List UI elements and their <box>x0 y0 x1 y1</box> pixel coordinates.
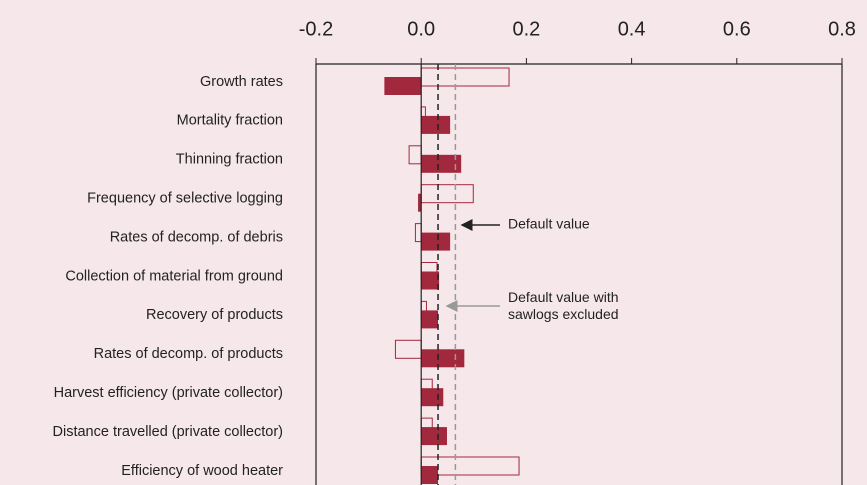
category-label: Frequency of selective logging <box>87 191 283 207</box>
bar <box>421 427 447 446</box>
bar <box>421 154 462 173</box>
bar-outline <box>420 67 510 87</box>
bar <box>421 310 439 329</box>
x-tick-label: 0.8 <box>828 18 856 40</box>
bar <box>421 232 451 251</box>
category-label: Thinning fraction <box>176 152 283 168</box>
annotation-label: Default value <box>508 216 590 232</box>
x-tick-label: -0.2 <box>299 18 333 40</box>
bar <box>421 466 439 484</box>
bar-outline <box>408 145 422 165</box>
category-label: Rates of decomp. of debris <box>110 229 283 245</box>
category-label: Harvest efficiency (private collector) <box>54 385 283 401</box>
bar <box>421 271 440 290</box>
bar <box>421 388 444 407</box>
x-tick-label: 0.4 <box>618 18 646 40</box>
annotation-label: Default value with <box>508 289 619 305</box>
bar <box>384 77 422 95</box>
x-tick-label: 0.2 <box>512 18 540 40</box>
bar <box>421 349 465 368</box>
category-label: Distance travelled (private collector) <box>53 424 283 440</box>
category-label: Growth rates <box>200 74 283 90</box>
category-label: Mortality fraction <box>177 113 283 129</box>
bar-outline <box>414 223 422 243</box>
bar-outline <box>420 184 474 204</box>
category-label: Collection of material from ground <box>65 268 283 284</box>
category-label: Recovery of products <box>146 307 283 323</box>
category-label: Efficiency of wood heater <box>121 463 283 479</box>
bar <box>421 115 451 134</box>
annotation-label: sawlogs excluded <box>508 306 619 322</box>
bar-outline <box>394 339 422 359</box>
x-tick-label: 0.6 <box>723 18 751 40</box>
bar <box>418 193 422 212</box>
x-tick-label: 0.0 <box>407 18 435 40</box>
category-label: Rates of decomp. of products <box>94 346 283 362</box>
